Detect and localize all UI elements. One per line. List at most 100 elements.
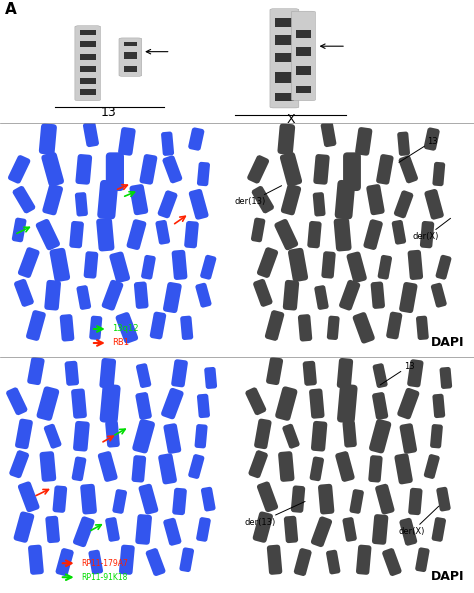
FancyBboxPatch shape xyxy=(337,358,353,388)
FancyBboxPatch shape xyxy=(275,387,297,421)
FancyBboxPatch shape xyxy=(36,219,60,250)
FancyBboxPatch shape xyxy=(26,310,46,341)
FancyBboxPatch shape xyxy=(248,450,268,478)
FancyBboxPatch shape xyxy=(197,162,210,186)
FancyBboxPatch shape xyxy=(378,255,392,279)
Text: der(13): der(13) xyxy=(244,502,305,527)
FancyBboxPatch shape xyxy=(291,11,316,101)
Text: RP11-91K18: RP11-91K18 xyxy=(82,573,128,582)
FancyBboxPatch shape xyxy=(399,155,418,183)
Bar xyxy=(80,42,96,47)
Text: 13q12: 13q12 xyxy=(112,324,139,333)
FancyBboxPatch shape xyxy=(424,127,440,151)
FancyBboxPatch shape xyxy=(46,516,60,543)
FancyBboxPatch shape xyxy=(89,550,103,575)
Text: der(X): der(X) xyxy=(399,506,439,536)
FancyBboxPatch shape xyxy=(420,221,434,248)
FancyBboxPatch shape xyxy=(72,457,86,481)
FancyBboxPatch shape xyxy=(73,517,95,547)
FancyBboxPatch shape xyxy=(245,387,266,415)
FancyBboxPatch shape xyxy=(14,279,34,307)
FancyBboxPatch shape xyxy=(353,312,375,343)
FancyBboxPatch shape xyxy=(158,453,177,484)
FancyBboxPatch shape xyxy=(408,250,423,280)
Bar xyxy=(296,47,311,56)
Text: DAPI: DAPI xyxy=(431,570,465,583)
FancyBboxPatch shape xyxy=(339,280,360,311)
FancyBboxPatch shape xyxy=(69,221,84,248)
FancyBboxPatch shape xyxy=(294,548,311,576)
FancyBboxPatch shape xyxy=(314,285,328,310)
FancyBboxPatch shape xyxy=(76,285,91,310)
FancyBboxPatch shape xyxy=(184,221,199,248)
Bar xyxy=(274,35,294,44)
FancyBboxPatch shape xyxy=(172,488,187,515)
FancyBboxPatch shape xyxy=(432,517,446,542)
FancyBboxPatch shape xyxy=(376,154,393,184)
FancyBboxPatch shape xyxy=(18,247,39,278)
Text: 13: 13 xyxy=(399,137,438,162)
FancyBboxPatch shape xyxy=(277,123,295,155)
FancyBboxPatch shape xyxy=(408,488,422,515)
FancyBboxPatch shape xyxy=(118,127,136,156)
FancyBboxPatch shape xyxy=(254,419,272,449)
FancyBboxPatch shape xyxy=(39,451,56,482)
Text: X: X xyxy=(286,113,295,126)
FancyBboxPatch shape xyxy=(253,279,273,307)
FancyBboxPatch shape xyxy=(431,283,447,308)
Bar xyxy=(274,18,294,27)
FancyBboxPatch shape xyxy=(97,180,118,219)
FancyBboxPatch shape xyxy=(335,180,355,219)
FancyBboxPatch shape xyxy=(309,388,325,419)
FancyBboxPatch shape xyxy=(180,315,193,340)
FancyBboxPatch shape xyxy=(164,423,181,454)
FancyBboxPatch shape xyxy=(283,424,300,449)
FancyBboxPatch shape xyxy=(105,517,120,542)
Text: 13: 13 xyxy=(380,362,414,385)
Text: RB1: RB1 xyxy=(112,339,129,347)
FancyBboxPatch shape xyxy=(369,419,391,454)
FancyBboxPatch shape xyxy=(200,255,216,280)
FancyBboxPatch shape xyxy=(134,282,148,309)
FancyBboxPatch shape xyxy=(8,155,30,184)
FancyBboxPatch shape xyxy=(135,514,152,545)
Text: der(13): der(13) xyxy=(235,186,282,206)
FancyBboxPatch shape xyxy=(265,310,284,341)
FancyBboxPatch shape xyxy=(100,384,120,423)
FancyBboxPatch shape xyxy=(146,548,165,576)
FancyBboxPatch shape xyxy=(342,517,357,542)
FancyBboxPatch shape xyxy=(416,315,429,340)
FancyBboxPatch shape xyxy=(372,514,388,545)
FancyBboxPatch shape xyxy=(266,357,283,385)
FancyBboxPatch shape xyxy=(163,155,182,183)
FancyBboxPatch shape xyxy=(355,127,372,156)
FancyBboxPatch shape xyxy=(163,282,182,313)
FancyBboxPatch shape xyxy=(27,357,45,385)
FancyBboxPatch shape xyxy=(366,184,384,215)
FancyBboxPatch shape xyxy=(291,486,305,513)
FancyBboxPatch shape xyxy=(432,162,445,186)
Bar xyxy=(296,85,311,93)
FancyBboxPatch shape xyxy=(89,315,102,340)
Bar xyxy=(80,55,96,59)
FancyBboxPatch shape xyxy=(150,312,166,339)
FancyBboxPatch shape xyxy=(15,419,33,449)
Bar xyxy=(296,30,311,39)
FancyBboxPatch shape xyxy=(188,127,204,151)
Bar xyxy=(274,53,294,62)
FancyBboxPatch shape xyxy=(386,312,402,339)
Bar xyxy=(80,90,96,94)
FancyBboxPatch shape xyxy=(311,421,327,451)
FancyBboxPatch shape xyxy=(415,547,429,572)
FancyBboxPatch shape xyxy=(106,152,124,191)
FancyBboxPatch shape xyxy=(382,548,401,576)
FancyBboxPatch shape xyxy=(127,219,146,250)
FancyBboxPatch shape xyxy=(188,454,204,479)
FancyBboxPatch shape xyxy=(253,512,273,543)
FancyBboxPatch shape xyxy=(204,367,217,389)
Text: RP11-179A7: RP11-179A7 xyxy=(82,559,128,568)
FancyBboxPatch shape xyxy=(335,451,355,482)
FancyBboxPatch shape xyxy=(53,486,67,513)
FancyBboxPatch shape xyxy=(161,388,183,419)
FancyBboxPatch shape xyxy=(284,516,298,543)
